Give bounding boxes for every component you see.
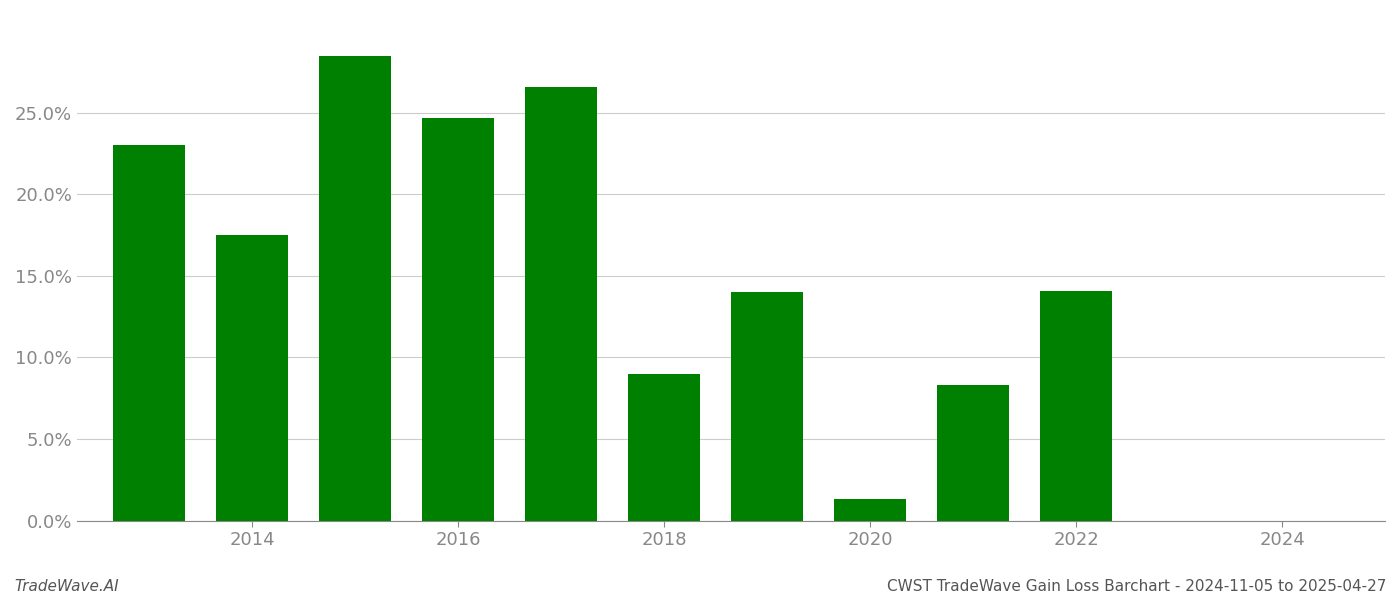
Text: CWST TradeWave Gain Loss Barchart - 2024-11-05 to 2025-04-27: CWST TradeWave Gain Loss Barchart - 2024… [886,579,1386,594]
Bar [834,499,906,521]
Bar [319,56,391,521]
Bar [629,374,700,521]
Bar [937,385,1009,521]
Bar [1040,290,1112,521]
Bar [525,87,598,521]
Bar [731,292,804,521]
Bar [216,235,288,521]
Text: TradeWave.AI: TradeWave.AI [14,579,119,594]
Bar [421,118,494,521]
Bar [113,145,185,521]
